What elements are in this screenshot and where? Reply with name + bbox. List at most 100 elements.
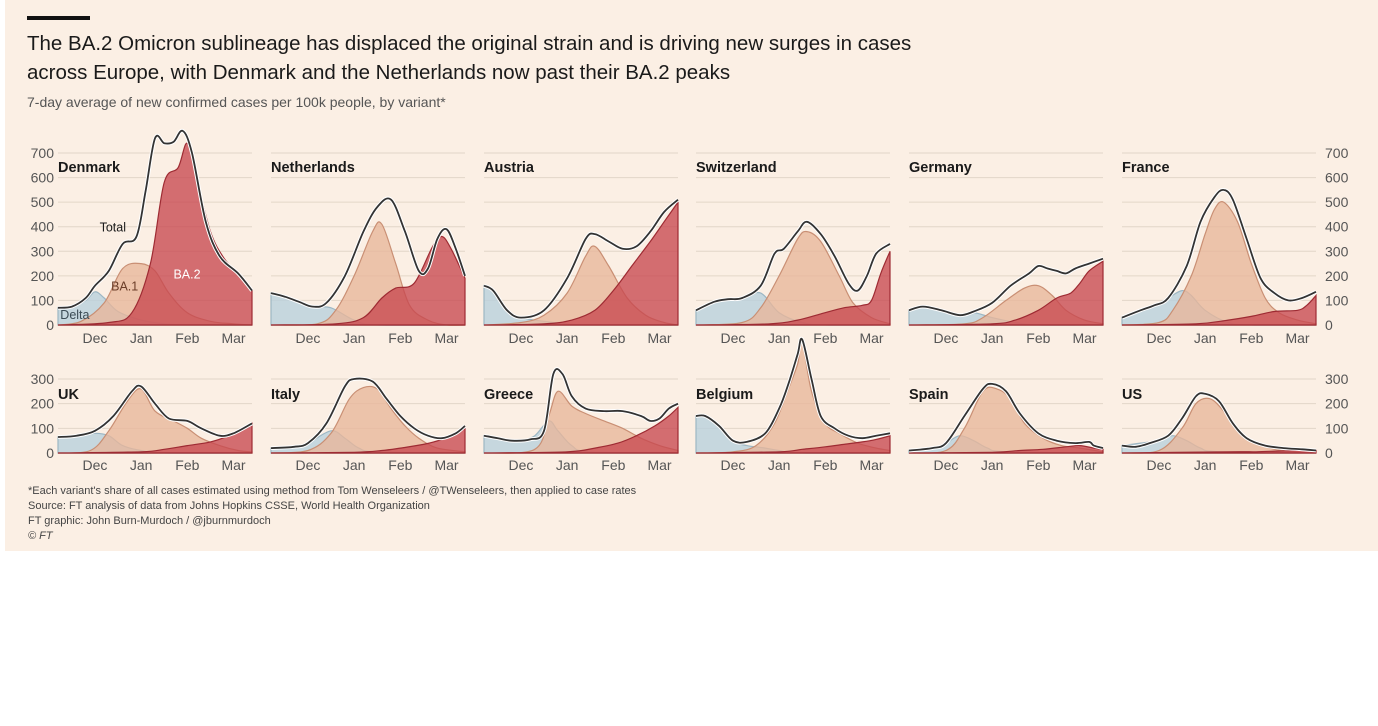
x-tick-label: Dec <box>720 330 745 346</box>
panel-greece: Dec Jan Feb Mar Greece <box>483 367 679 473</box>
small-multiples-chart: 0 0 100 100 200 200 300 300 400 400 500 500 600 600 70… <box>31 128 1349 473</box>
x-tick-label: Mar <box>221 457 245 473</box>
x-tick-label: Mar <box>1285 457 1309 473</box>
x-tick-label: Jan <box>768 330 791 346</box>
x-tick-label: Mar <box>859 330 883 346</box>
x-tick-label: Feb <box>1026 330 1050 346</box>
y-tick-left: 100 <box>31 420 55 436</box>
x-tick-label: Mar <box>1072 457 1096 473</box>
y-tick-right: 100 <box>1325 292 1349 308</box>
total-line <box>1121 188 1317 319</box>
x-tick-label: Mar <box>1072 330 1096 346</box>
panel-title: Germany <box>909 160 972 176</box>
x-tick-label: Jan <box>981 457 1004 473</box>
y-tick-left: 200 <box>31 396 55 412</box>
x-tick-label: Dec <box>933 457 958 473</box>
x-tick-label: Dec <box>295 330 320 346</box>
y-tick-left: 100 <box>31 292 55 308</box>
panel-title: Belgium <box>696 387 753 403</box>
panel-netherlands: Dec Jan Feb Mar Netherlands <box>270 152 467 346</box>
x-tick-label: Jan <box>981 330 1004 346</box>
method-note: *Each variant's share of all cases estim… <box>28 485 637 497</box>
total-line <box>908 382 1104 452</box>
x-tick-label: Jan <box>768 457 791 473</box>
x-tick-label: Jan <box>556 457 579 473</box>
graphic-credit: FT graphic: John Burn-Murdoch / @jburnmu… <box>28 515 271 527</box>
x-tick-label: Feb <box>601 330 625 346</box>
y-tick-left: 300 <box>31 243 55 259</box>
x-tick-label: Feb <box>601 457 625 473</box>
x-tick-label: Dec <box>1146 330 1171 346</box>
panel-title: Spain <box>909 387 948 403</box>
y-tick-left: 400 <box>31 219 55 235</box>
y-tick-left: 600 <box>31 170 55 186</box>
x-tick-label: Dec <box>933 330 958 346</box>
x-tick-label: Mar <box>859 457 883 473</box>
total-line <box>483 368 679 442</box>
x-tick-label: Feb <box>813 330 837 346</box>
ba2-area <box>1121 293 1317 326</box>
x-tick-label: Feb <box>175 457 199 473</box>
y-tick-right: 300 <box>1325 243 1349 259</box>
panel-title: Netherlands <box>271 160 355 176</box>
chart-subtitle: 7-day average of new confirmed cases per… <box>27 94 446 110</box>
panel-germany: Dec Jan Feb Mar Germany <box>908 152 1104 346</box>
panel-title: Italy <box>271 387 300 403</box>
panel-belgium: Dec Jan Feb Mar Belgium <box>695 336 891 473</box>
x-tick-label: Jan <box>130 457 153 473</box>
panel-title: Denmark <box>58 160 121 176</box>
x-tick-label: Dec <box>508 330 533 346</box>
ba2-area <box>695 434 891 454</box>
x-tick-label: Feb <box>1026 457 1050 473</box>
x-tick-label: Feb <box>175 330 199 346</box>
ba2-area <box>483 200 679 326</box>
ba2-area <box>908 444 1104 454</box>
x-tick-label: Jan <box>1194 457 1217 473</box>
ba2-area <box>695 251 891 326</box>
x-tick-label: Mar <box>434 457 458 473</box>
ba2-area <box>270 235 466 326</box>
panel-title: Switzerland <box>696 160 777 176</box>
x-tick-label: Dec <box>1146 457 1171 473</box>
annotation-delta: Delta <box>60 308 89 322</box>
panel-switzerland: Dec Jan Feb Mar Switzerland <box>695 152 892 346</box>
total-line <box>695 337 891 444</box>
ba2-area <box>908 259 1104 326</box>
panel-france: Dec Jan Feb Mar France <box>1121 152 1317 346</box>
x-tick-label: Dec <box>295 457 320 473</box>
y-tick-right: 400 <box>1325 219 1349 235</box>
x-tick-label: Dec <box>720 457 745 473</box>
x-tick-label: Jan <box>556 330 579 346</box>
chart-title: The BA.2 Omicron sublineage has displace… <box>27 32 912 84</box>
y-tick-left: 200 <box>31 268 55 284</box>
x-tick-label: Mar <box>434 330 458 346</box>
x-tick-label: Feb <box>1239 457 1263 473</box>
x-tick-label: Jan <box>1194 330 1217 346</box>
total-line <box>270 377 466 449</box>
chart-row-2: 0 0 100 100 200 200 300 300 Dec Jan Feb Mar UK Dec Jan… <box>31 336 1349 473</box>
y-tick-right: 200 <box>1325 396 1349 412</box>
annotation-total: Total <box>100 221 126 235</box>
y-tick-left: 700 <box>31 145 55 161</box>
x-tick-label: Dec <box>82 457 107 473</box>
y-tick-right: 300 <box>1325 371 1349 387</box>
y-tick-left: 0 <box>46 317 54 333</box>
panel-title: Greece <box>484 387 533 403</box>
annotation-ba2: BA.2 <box>173 267 200 281</box>
y-tick-left: 0 <box>46 445 54 461</box>
panel-spain: Dec Jan Feb Mar Spain <box>908 378 1104 473</box>
total-line <box>908 257 1104 317</box>
x-tick-label: Mar <box>647 330 671 346</box>
x-tick-label: Feb <box>813 457 837 473</box>
panel-uk: Dec Jan Feb Mar UK <box>57 378 253 473</box>
total-line <box>483 199 679 319</box>
footnotes: *Each variant's share of all cases estim… <box>28 484 636 544</box>
panel-austria: Dec Jan Feb Mar Austria <box>483 152 680 346</box>
panel-title: France <box>1122 160 1170 176</box>
y-tick-right: 500 <box>1325 194 1349 210</box>
total-line <box>695 220 891 312</box>
total-line <box>57 129 253 309</box>
y-tick-right: 700 <box>1325 145 1349 161</box>
y-tick-right: 0 <box>1325 317 1333 333</box>
x-tick-label: Mar <box>647 457 671 473</box>
